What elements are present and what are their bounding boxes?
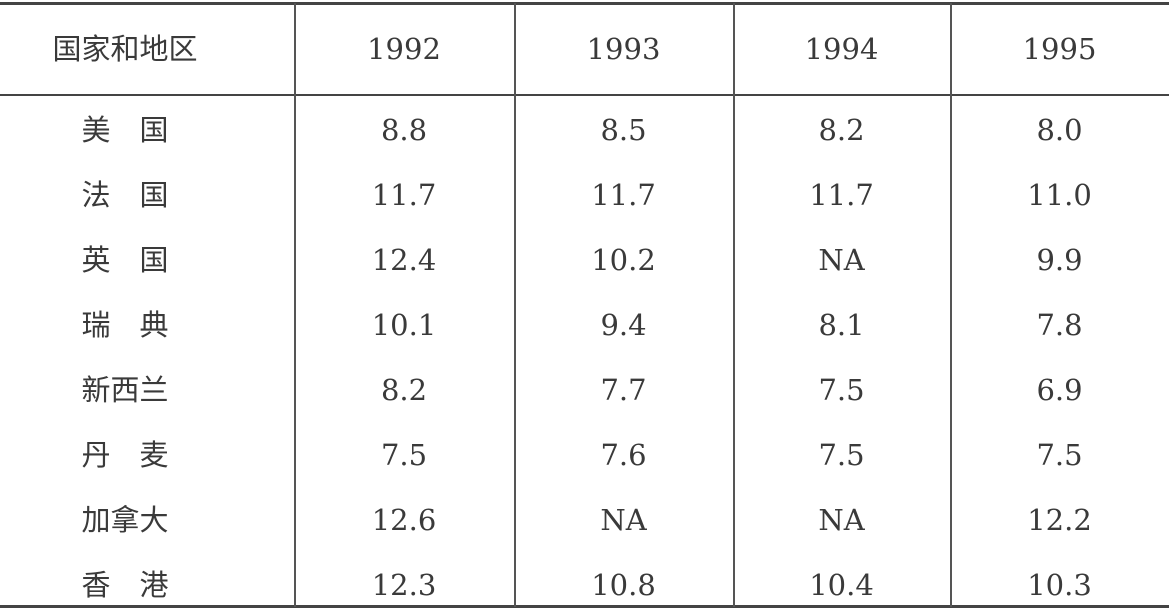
header-cell: 1994 <box>804 32 879 66</box>
data-cell: 8.5 <box>600 113 647 147</box>
row-label: 新西兰 <box>81 373 169 407</box>
data-cell: 10.3 <box>1027 568 1092 602</box>
data-cell: 7.5 <box>818 373 865 407</box>
data-cell: 7.6 <box>600 438 647 472</box>
data-cell: 9.4 <box>600 308 647 342</box>
data-cell: 12.6 <box>371 503 437 537</box>
column-divider <box>514 3 516 607</box>
data-cell: 11.7 <box>591 178 656 212</box>
header-rule <box>0 94 1169 96</box>
data-cell: 10.4 <box>809 568 874 602</box>
bottom-rule <box>0 605 1169 608</box>
data-cell: 11.7 <box>371 178 437 212</box>
data-cell: 8.8 <box>380 113 428 147</box>
header-cell: 国家和地区 <box>52 32 198 66</box>
header-cell: 1993 <box>586 32 661 66</box>
data-cell: NA <box>600 503 647 537</box>
data-cell: 7.8 <box>1036 308 1083 342</box>
data-cell: 7.5 <box>818 438 865 472</box>
row-label: 法 国 <box>81 178 169 212</box>
data-cell: 12.3 <box>371 568 437 602</box>
header-cell: 1995 <box>1022 32 1097 66</box>
data-cell: 10.2 <box>591 243 656 277</box>
row-label: 丹 麦 <box>81 438 169 472</box>
data-cell: 8.2 <box>380 373 428 407</box>
data-cell: 11.7 <box>809 178 874 212</box>
data-cell: 12.2 <box>1027 503 1092 537</box>
data-cell: 7.5 <box>380 438 428 472</box>
data-cell: 10.8 <box>591 568 656 602</box>
top-rule <box>0 2 1169 5</box>
row-label: 瑞 典 <box>81 308 169 342</box>
data-cell: 10.1 <box>371 308 437 342</box>
column-divider <box>733 3 735 607</box>
row-label: 加拿大 <box>81 503 169 537</box>
data-cell: 7.7 <box>600 373 647 407</box>
row-label: 英 国 <box>81 243 169 277</box>
data-cell: 8.2 <box>818 113 865 147</box>
data-cell: 7.5 <box>1036 438 1083 472</box>
data-cell: 8.1 <box>818 308 865 342</box>
column-divider <box>294 3 296 607</box>
header-cell: 1992 <box>367 32 441 66</box>
row-label: 美 国 <box>81 113 169 147</box>
column-divider <box>950 3 952 607</box>
row-label: 香 港 <box>81 568 169 602</box>
data-cell: NA <box>818 243 865 277</box>
data-cell: 11.0 <box>1027 178 1092 212</box>
data-cell: NA <box>818 503 865 537</box>
data-cell: 9.9 <box>1036 243 1083 277</box>
data-cell: 8.0 <box>1036 113 1083 147</box>
data-cell: 12.4 <box>371 243 437 277</box>
data-cell: 6.9 <box>1036 373 1083 407</box>
